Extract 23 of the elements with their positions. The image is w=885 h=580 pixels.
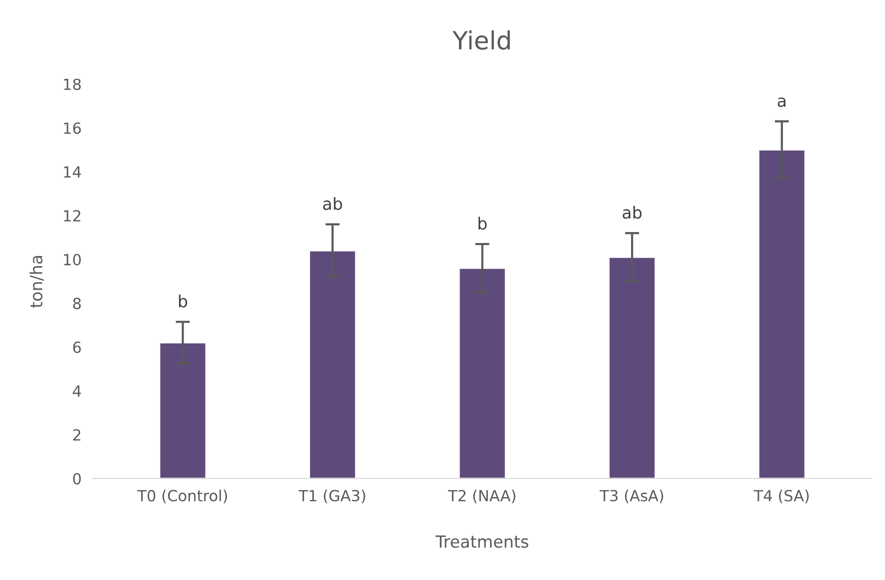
annotation: b xyxy=(179,294,188,308)
y-tick-label: 0 xyxy=(73,472,81,485)
y-tick-label: 10 xyxy=(64,254,81,266)
y-tick-label: 8 xyxy=(73,298,81,310)
x-tick-label: T0 (Control) xyxy=(137,490,227,504)
annotation: a xyxy=(778,97,786,108)
y-tick-label: 16 xyxy=(64,122,81,134)
annotation: ab xyxy=(323,197,342,210)
y-axis-title: ton/ha xyxy=(30,256,44,308)
chart-title: Yield xyxy=(452,30,510,50)
y-tick-label: 2 xyxy=(73,429,80,440)
x-axis-title: Treatments xyxy=(436,535,528,548)
x-tick-label: T2 (NAA) xyxy=(448,490,516,504)
x-tick-label: T3 (AsA) xyxy=(600,490,664,504)
y-tick-label: 12 xyxy=(64,210,80,222)
y-tick-label: 14 xyxy=(64,166,81,178)
x-tick-label: T1 (GA3) xyxy=(298,490,366,504)
annotation: ab xyxy=(622,206,642,219)
x-tick-label: T4 (SA) xyxy=(754,490,809,504)
y-tick-label: 6 xyxy=(73,342,81,354)
y-tick-label: 4 xyxy=(72,386,81,397)
annotation: b xyxy=(478,216,487,230)
y-tick-label: 18 xyxy=(64,78,81,90)
